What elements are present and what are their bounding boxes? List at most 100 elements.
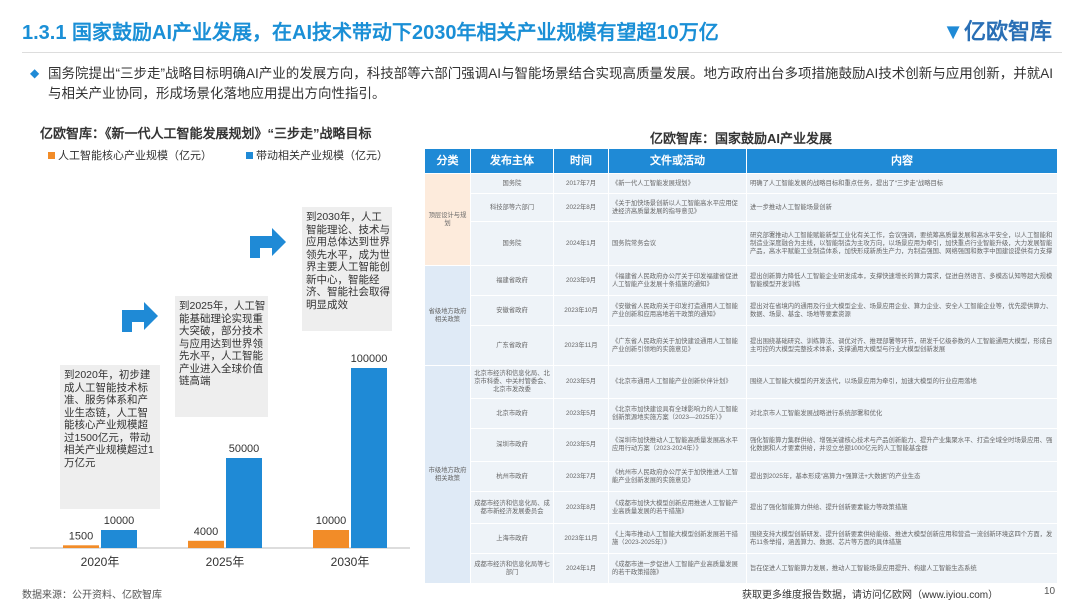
table-cell: 杭州市政府 — [470, 461, 554, 492]
table-cell: 《北京市加快建设具有全球影响力的人工智能创新策源地实施方案（2023—2025年… — [608, 398, 747, 429]
table-cell: 围绕支持大模型创新研发、提升创新要素供给能级、推进大模型创新应用和营造一流创新环… — [746, 523, 1058, 554]
table-row: 深圳市政府 2023年5月 《深圳市加快推动人工智能高质量发展高水平应用行动方案（2… — [425, 428, 1058, 462]
table-cell: 《北京市通用人工智能产业创新伙伴计划》 — [608, 365, 747, 399]
x-tick-label: 2025年 — [206, 555, 245, 569]
intro: 国务院提出“三步走”战略目标明确AI产业的发展方向，科技部等六部门强调AI与智能… — [48, 66, 1054, 101]
legend-swatch — [246, 152, 253, 159]
annotation: 到2020年，初步建成人工智能技术标准、服务体系和产业生态链，人工智能核心产业规… — [64, 369, 154, 469]
table-row: 科技部等六部门 2022年8月 《关于加快场景创新以人工智能高水平应用促进经济高质量… — [425, 193, 1058, 222]
bar — [313, 530, 349, 548]
table-row: 省级地方政府相关政策 福建省政府 2023年9月 《福建省人民政府办公厅关于印发福建省… — [424, 265, 1058, 366]
x-tick-label: 2020年 — [81, 555, 120, 569]
table-header: 时间 — [553, 148, 609, 174]
logo: ▼亿欧智库 — [942, 19, 1052, 44]
x-tick-label: 2030年 — [331, 555, 370, 569]
table-cell: 《上海市推动人工智能大模型创新发展若干措施（2023-2025年）》 — [608, 523, 747, 554]
table-row: 安徽省政府 2023年10月 《安徽省人民政府关于印发打造通用人工智能产业创新和应用… — [425, 295, 1058, 326]
table-cell: 2023年5月 — [553, 428, 609, 462]
table-cell: 成都市经济和信息化局、成都市新经济发展委员会 — [470, 491, 554, 524]
data-label: 4000 — [194, 526, 218, 538]
table-cell: 提出到2025年，基本形成“高算力+强算法+大数据”的产业生态 — [746, 461, 1058, 492]
table-cell: 广东省政府 — [470, 325, 554, 366]
annotation: 到2030年，人工智能理论、技术与应用总体达到世界领先水平，成为世界主要人工智能… — [306, 211, 390, 311]
table-header: 文件或活动 — [608, 148, 747, 174]
bullet: ◆ — [30, 66, 40, 80]
header-row: 分类 发布主体 时间 文件或活动 内容 — [424, 148, 1058, 174]
table-row: 广东省政府 2023年11月 《广东省人民政府关于加快建设通用人工智能产业创新引领地… — [425, 325, 1058, 366]
table-cell: 2023年11月 — [553, 325, 609, 366]
table-row: 国务院 2024年1月 国务院常务会议 研究部署推动人工智能赋能新型工业化有关工作，会… — [425, 221, 1058, 266]
table-cell: 《关于加快场景创新以人工智能高水平应用促进经济高质量发展的指导意见》 — [608, 193, 747, 222]
table-cell: 提出围绕基础研究、训练算法、调优对齐、推理部署等环节，研发千亿级参数的人工智能通… — [746, 325, 1058, 366]
table-cell: 旨在促进人工智能算力发展，推动人工智能场景应用提升、构建人工智能生态系统 — [746, 553, 1058, 584]
table-cell: 提出创新算力降低人工智能企业研发成本，支撑快速增长的算力需求，促进自然语言、多模… — [746, 265, 1058, 296]
table-cell: 深圳市政府 — [470, 428, 554, 462]
table-row: 成都市经济和信息化局等七部门 2024年1月 《成都市进一步促进人工智能产业高质量发… — [425, 553, 1058, 584]
table-cell: 北京市经济和信息化局、北京市科委、中关村管委会、北京市发改委 — [470, 365, 554, 399]
arrow — [250, 228, 286, 258]
table-cell: 研究部署推动人工智能赋能新型工业化有关工作，会议强调，要统筹高质量发展和高水平安… — [746, 221, 1058, 266]
table-cell: 2023年9月 — [553, 265, 609, 296]
table-cell: 福建省政府 — [470, 265, 554, 296]
table-cell: 国务院 — [470, 221, 554, 266]
data-label: 100000 — [351, 353, 388, 365]
bar — [101, 530, 137, 548]
table-row: 成都市经济和信息化局、成都市新经济发展委员会 2023年8月 《成都市加快大模型创新… — [425, 491, 1058, 524]
table-header: 发布主体 — [470, 148, 554, 174]
table-cell: 上海市政府 — [470, 523, 554, 554]
table-cell: 2023年10月 — [553, 295, 609, 326]
table-cell: 围绕人工智能大模型的开发迭代，以场景应用为牵引，加速大模型的行业应用落地 — [746, 365, 1058, 399]
table-row: 杭州市政府 2023年7月 《杭州市人民政府办公厅关于加快推进人工智能产业创新发展的… — [425, 461, 1058, 492]
table-cell: 北京市政府 — [470, 398, 554, 429]
annotation-wrap: 到2025年，人工智能基础理论实现重大突破，部分技术与应用达到世界领先水平，人工… — [179, 300, 265, 387]
table-cell: 《成都市进一步促进人工智能产业高质量发展的若干政策措施》 — [608, 553, 747, 584]
title: 1.3.1 国家鼓励AI产业发展，在AI技术带动下2030年相关产业规模有望超1… — [22, 22, 719, 44]
table-cell: 2023年7月 — [553, 461, 609, 492]
table-cell: 提出对在省境内的通用及行业大模型企业、场景应用企业、算力企业、安全人工智能企业等… — [746, 295, 1058, 326]
chart-title: 亿欧智库：《新一代人工智能发展规划》“三步走”战略目标 — [40, 126, 372, 141]
data-label: 10000 — [316, 515, 347, 527]
table-cell: 2023年5月 — [553, 365, 609, 399]
table-cell: 2022年8月 — [553, 193, 609, 222]
annotation-box — [302, 207, 392, 331]
category-cell: 市级地方政府相关政策 — [424, 365, 471, 584]
annotation-wrap: 到2020年，初步建成人工智能技术标准、服务体系和产业生态链，人工智能核心产业规… — [64, 369, 154, 469]
data-label: 1500 — [69, 530, 93, 542]
bar — [188, 540, 224, 548]
divider — [22, 52, 1062, 53]
bar — [351, 368, 387, 548]
chart: 亿欧智库：《新一代人工智能发展规划》“三步走”战略目标 人工智能核心产业规模（亿… — [30, 126, 410, 569]
table-cell: 科技部等六部门 — [470, 193, 554, 222]
table-cell: 对北京市人工智能发展战略进行系统部署和优化 — [746, 398, 1058, 429]
table-row: 上海市政府 2023年11月 《上海市推动人工智能大模型创新发展若干措施（2023-… — [425, 523, 1058, 554]
legend-label: 带动相关产业规模（亿元） — [256, 148, 388, 162]
table-cell: 《新一代人工智能发展规划》 — [608, 173, 747, 194]
bar — [226, 458, 262, 548]
link: 获取更多维度报告数据，请访问亿欧网（www.iyiou.com） — [742, 590, 999, 601]
table-cell: 《安徽省人民政府关于印发打造通用人工智能产业创新和应用高地若干政策的通知》 — [608, 295, 747, 326]
table-cell: 进一步推动人工智能场景创新 — [746, 193, 1058, 222]
table-row: 顶层设计与规划 国务院 2017年7月 《新一代人工智能发展规划》 明确了人工智能发展的… — [424, 173, 1058, 266]
table-title: 亿欧智库：国家鼓励AI产业发展 — [649, 131, 832, 146]
data-label: 10000 — [104, 515, 135, 527]
table-cell: 强化智能算力集群供给、增强关键核心技术与产品创新能力、提升产业集聚水平、打造全域… — [746, 428, 1058, 462]
bar — [63, 545, 99, 548]
table-cell: 《广东省人民政府关于加快建设通用人工智能产业创新引领地的实施意见》 — [608, 325, 747, 366]
table-cell: 《杭州市人民政府办公厅关于加快推进人工智能产业创新发展的实施意见》 — [608, 461, 747, 492]
table-cell: 2017年7月 — [553, 173, 609, 194]
table-cell: 《福建省人民政府办公厅关于印发福建省促进人工智能产业发展十条措施的通知》 — [608, 265, 747, 296]
data-label: 50000 — [229, 443, 260, 455]
table-cell: 《深圳市加快推动人工智能高质量发展高水平应用行动方案（2023-2024年）》 — [608, 428, 747, 462]
table-cell: 《成都市加快大模型创新应用推进人工智能产业高质量发展的若干措施》 — [608, 491, 747, 524]
table-cell: 2023年11月 — [553, 523, 609, 554]
table-cell: 2023年5月 — [553, 398, 609, 429]
legend-label: 人工智能核心产业规模（亿元） — [58, 148, 212, 162]
category-cell: 省级地方政府相关政策 — [424, 265, 471, 366]
page-number: 10 — [1044, 586, 1056, 597]
table-row: 市级地方政府相关政策 北京市经济和信息化局、北京市科委、中关村管委会、北京市发改委… — [424, 365, 1058, 584]
table-cell: 国务院 — [470, 173, 554, 194]
table-row: 北京市政府 2023年5月 《北京市加快建设具有全球影响力的人工智能创新策源地实施方… — [425, 398, 1058, 429]
table-cell: 提出了强化智能算力供给、提升创新要素能力等政策措施 — [746, 491, 1058, 524]
legend-swatch — [48, 152, 55, 159]
